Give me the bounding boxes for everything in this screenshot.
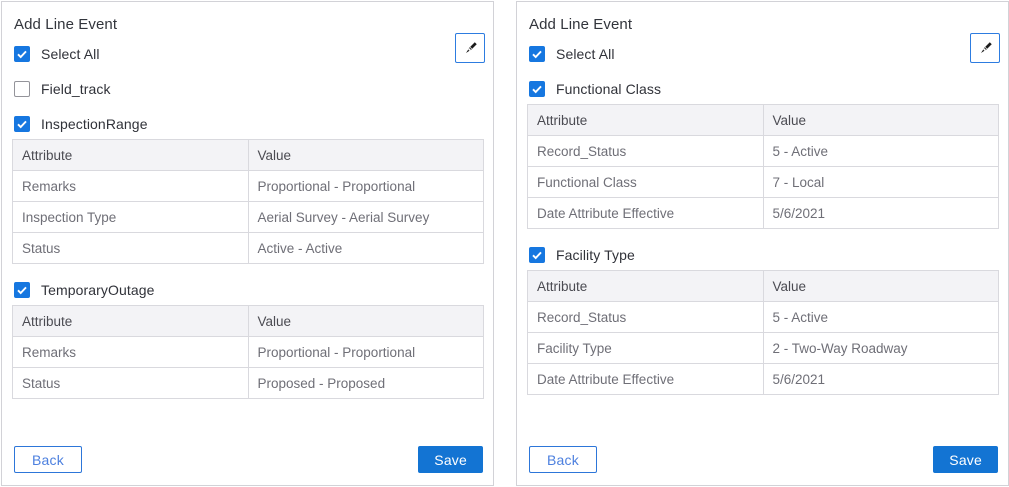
attribute-name-cell: Status — [12, 367, 249, 399]
footer: Back Save — [529, 446, 998, 473]
attribute-table: Attribute Value Record_Status 5 - Active Fac… — [527, 270, 999, 395]
table-row: Record_Status 5 - Active — [527, 135, 999, 167]
select-all-row: Select All — [14, 45, 482, 63]
layer-checkbox-row: Functional Class — [529, 80, 997, 98]
checkbox-checked-select-all[interactable] — [529, 46, 545, 62]
layer-checkbox-row: TemporaryOutage — [14, 281, 482, 299]
attribute-table-head: Attribute Value — [527, 270, 999, 302]
footer: Back Save — [14, 446, 483, 473]
attribute-value-cell: 5/6/2021 — [762, 363, 999, 395]
checkbox-checked-layer-1[interactable] — [529, 247, 545, 263]
edit-tool-button[interactable] — [455, 33, 485, 63]
header-row: Attribute Value — [527, 270, 999, 302]
table-row: Remarks Proportional - Proportional — [12, 336, 484, 368]
check-icon — [17, 50, 27, 59]
save-button[interactable]: Save — [933, 446, 998, 473]
pen-icon — [980, 41, 992, 53]
header-row: Attribute Value — [12, 305, 484, 337]
column-header: Attribute — [12, 305, 249, 337]
attribute-table: Attribute Value Remarks Proportional - Prop… — [12, 139, 484, 264]
attribute-name-cell: Record_Status — [527, 301, 764, 333]
attribute-table-head: Attribute Value — [12, 305, 484, 337]
table-row: Date Attribute Effective 5/6/2021 — [527, 363, 999, 395]
back-button[interactable]: Back — [529, 446, 597, 473]
attribute-table-body: Record_Status 5 - Active Functional Class 7… — [527, 135, 999, 229]
attribute-table-body: Remarks Proportional - Proportional Status… — [12, 336, 484, 399]
column-header: Attribute — [12, 139, 249, 171]
table-row: Record_Status 5 - Active — [527, 301, 999, 333]
table-row: Status Active - Active — [12, 232, 484, 264]
table-row: Facility Type 2 - Two-Way Roadway — [527, 332, 999, 364]
attribute-value-cell: Active - Active — [247, 232, 484, 264]
check-icon — [532, 251, 542, 260]
table-row: Inspection Type Aerial Survey - Aerial Su… — [12, 201, 484, 233]
attribute-table: Attribute Value Remarks Proportional - Prop… — [12, 305, 484, 399]
attribute-name-cell: Remarks — [12, 336, 249, 368]
attribute-value-cell: 7 - Local — [762, 166, 999, 198]
attribute-value-cell: Aerial Survey - Aerial Survey — [247, 201, 484, 233]
save-button[interactable]: Save — [418, 446, 483, 473]
column-header: Value — [247, 305, 484, 337]
back-button[interactable]: Back — [14, 446, 82, 473]
attribute-table-body: Record_Status 5 - Active Facility Type 2 - … — [527, 301, 999, 395]
layer-label: InspectionRange — [41, 116, 148, 132]
attribute-value-cell: Proportional - Proportional — [247, 170, 484, 202]
layer-label: Facility Type — [556, 247, 635, 263]
attribute-name-cell: Inspection Type — [12, 201, 249, 233]
layer-checkbox-row: InspectionRange — [14, 115, 482, 133]
checkbox-checked-layer-0[interactable] — [529, 81, 545, 97]
attribute-value-cell: 5 - Active — [762, 301, 999, 333]
layer-label: TemporaryOutage — [41, 282, 155, 298]
checkbox-checked-layer-2[interactable] — [14, 282, 30, 298]
add-line-event-panel-right: Add Line Event Select All Functional Class… — [516, 1, 1009, 486]
select-all-row: Select All — [529, 45, 997, 63]
layer-checkbox-row: Field_track — [14, 80, 482, 98]
attribute-value-cell: 2 - Two-Way Roadway — [762, 332, 999, 364]
checkbox-checked-select-all[interactable] — [14, 46, 30, 62]
table-row: Status Proposed - Proposed — [12, 367, 484, 399]
pen-icon — [465, 41, 477, 53]
checkbox-checked-layer-1[interactable] — [14, 116, 30, 132]
attribute-table-head: Attribute Value — [527, 104, 999, 136]
attribute-name-cell: Record_Status — [527, 135, 764, 167]
attribute-value-cell: 5/6/2021 — [762, 197, 999, 229]
table-row: Remarks Proportional - Proportional — [12, 170, 484, 202]
select-all-label: Select All — [41, 46, 100, 62]
table-row: Date Attribute Effective 5/6/2021 — [527, 197, 999, 229]
check-icon — [532, 85, 542, 94]
check-icon — [17, 286, 27, 295]
checkbox-unchecked-layer-0[interactable] — [14, 81, 30, 97]
attribute-name-cell: Remarks — [12, 170, 249, 202]
layer-label: Functional Class — [556, 81, 662, 97]
attribute-name-cell: Date Attribute Effective — [527, 197, 764, 229]
column-header: Attribute — [527, 270, 764, 302]
header-row: Attribute Value — [12, 139, 484, 171]
check-icon — [532, 50, 542, 59]
panel-title: Add Line Event — [529, 16, 633, 33]
add-line-event-panel-left: Add Line Event Select All Field_track Inspe… — [1, 1, 494, 486]
attribute-table: Attribute Value Record_Status 5 - Active Fun… — [527, 104, 999, 229]
check-icon — [17, 120, 27, 129]
select-all-label: Select All — [556, 46, 615, 62]
panel-title: Add Line Event — [14, 16, 118, 33]
attribute-table-head: Attribute Value — [12, 139, 484, 171]
attribute-table-body: Remarks Proportional - Proportional Inspec… — [12, 170, 484, 264]
layer-checkbox-row: Facility Type — [529, 246, 997, 264]
attribute-value-cell: Proposed - Proposed — [247, 367, 484, 399]
column-header: Value — [762, 104, 999, 136]
attribute-name-cell: Facility Type — [527, 332, 764, 364]
attribute-name-cell: Date Attribute Effective — [527, 363, 764, 395]
attribute-name-cell: Status — [12, 232, 249, 264]
table-row: Functional Class 7 - Local — [527, 166, 999, 198]
attribute-name-cell: Functional Class — [527, 166, 764, 198]
column-header: Value — [247, 139, 484, 171]
attribute-value-cell: 5 - Active — [762, 135, 999, 167]
header-row: Attribute Value — [527, 104, 999, 136]
column-header: Value — [762, 270, 999, 302]
layer-label: Field_track — [41, 81, 111, 97]
column-header: Attribute — [527, 104, 764, 136]
attribute-value-cell: Proportional - Proportional — [247, 336, 484, 368]
edit-tool-button[interactable] — [970, 33, 1000, 63]
